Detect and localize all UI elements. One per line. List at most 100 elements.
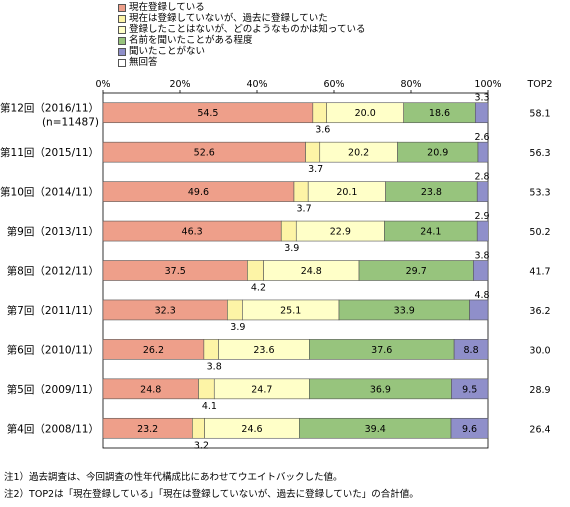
category-label: 第11回（2015/11） (0, 146, 99, 159)
top2-value: 53.3 (529, 188, 550, 199)
data-label: 9.6 (462, 424, 477, 435)
legend-swatch (118, 14, 126, 23)
data-label: 3.9 (284, 243, 299, 254)
data-label: 22.9 (330, 227, 351, 238)
bar-segment (473, 260, 489, 281)
category-label: 第9回（2013/11） (7, 225, 99, 238)
legend-label: 名前を聞いたことがある程度 (129, 35, 253, 46)
category-label: 第12回（2016/11） (0, 102, 99, 115)
data-label: 4.2 (251, 283, 266, 294)
legend-swatch (118, 3, 126, 12)
legend-item: 登録したことはないが、どのようなものかは知っている (118, 24, 365, 35)
data-label: 24.8 (301, 266, 322, 277)
data-label: 3.2 (194, 440, 209, 451)
data-label: 36.9 (370, 384, 391, 395)
legend-label: 聞いたことがない (129, 46, 206, 57)
data-label: 4.1 (202, 401, 217, 412)
category-label: 第4回（2008/11） (7, 422, 99, 435)
data-label: 4.8 (474, 290, 489, 301)
data-label: 49.6 (188, 187, 209, 198)
data-label: 24.1 (420, 227, 441, 238)
x-tick-label: 20% (169, 79, 190, 90)
data-label: 2.8 (474, 172, 489, 183)
data-label: 24.7 (251, 384, 272, 395)
legend-swatch (118, 58, 126, 67)
data-label: 24.6 (241, 424, 262, 435)
data-label: 9.5 (462, 384, 477, 395)
legend-item: 現在は登録していないが、過去に登録していた (118, 13, 365, 24)
data-label: 2.9 (474, 211, 489, 222)
legend-item: 無回答 (118, 57, 365, 68)
category-label: 第8回（2012/11） (7, 265, 99, 278)
category-label: 第5回（2009/11） (7, 383, 99, 396)
top2-value: 50.2 (529, 227, 550, 238)
data-label: 37.5 (165, 266, 186, 277)
top2-value: 36.2 (529, 306, 550, 317)
data-label: 25.1 (280, 305, 301, 316)
data-label: 32.3 (155, 305, 176, 316)
top2-value: 58.1 (529, 109, 550, 120)
footnote-2: 注2）TOP2は「現在登録している」「現在は登録していないが、過去に登録していた… (4, 489, 419, 500)
top2-value: 30.0 (529, 345, 550, 356)
legend: 現在登録している 現在は登録していないが、過去に登録していた 登録したことはないが、… (118, 2, 365, 68)
category-label: 第10回（2014/11） (0, 186, 99, 199)
bar-segment (247, 260, 264, 281)
data-label: 54.5 (197, 108, 218, 119)
data-label: 24.8 (140, 384, 161, 395)
bar-segment (280, 220, 297, 242)
legend-label: 現在登録している (129, 2, 205, 13)
bar-segment (203, 339, 219, 360)
footnote-1: 注1）過去調査は、今回調査の性年代構成比にあわせてウエイトバックした値。 (4, 472, 343, 483)
bar-segment (451, 378, 489, 400)
data-label: 20.9 (427, 148, 448, 159)
bar-segment (192, 417, 205, 439)
bar-segment (474, 102, 489, 124)
data-label: 18.6 (429, 108, 450, 119)
data-label: 37.6 (371, 345, 392, 356)
top2-value: 26.4 (529, 424, 550, 435)
category-sublabel: (n=11487) (42, 117, 99, 129)
data-label: 23.8 (421, 187, 442, 198)
data-label: 3.7 (297, 204, 312, 215)
data-label: 20.2 (348, 148, 369, 159)
bar-segment (227, 299, 243, 321)
legend-label: 現在は登録していないが、過去に登録していた (129, 13, 328, 24)
bar-segment (476, 181, 489, 202)
legend-swatch (118, 47, 126, 56)
legend-swatch (118, 25, 126, 34)
top2-value: 28.9 (529, 385, 550, 396)
top2-value: 41.7 (529, 267, 550, 278)
legend-item: 名前を聞いたことがある程度 (118, 35, 365, 46)
data-label: 8.8 (464, 345, 479, 356)
bar-segment (293, 181, 309, 202)
x-tick-label: 40% (246, 79, 267, 90)
x-tick-label: 60% (323, 79, 344, 90)
x-tick-label: 100% (474, 79, 501, 90)
bar-segment (312, 102, 327, 124)
top2-header: TOP2 (526, 79, 552, 90)
category-label: 第7回（2011/11） (7, 304, 99, 317)
legend-label: 無回答 (129, 57, 158, 68)
legend-swatch (118, 36, 126, 45)
data-label: 26.2 (143, 345, 164, 356)
data-label: 23.6 (253, 345, 274, 356)
data-label: 3.7 (308, 164, 323, 175)
data-label: 39.4 (365, 424, 386, 435)
data-label: 3.3 (474, 93, 489, 104)
x-tick-label: 80% (400, 79, 421, 90)
data-label: 3.8 (207, 361, 222, 372)
data-label: 20.1 (336, 187, 357, 198)
data-label: 29.7 (406, 266, 427, 277)
bar-segment (450, 417, 489, 439)
data-label: 3.8 (474, 251, 489, 262)
x-tick-label: 0% (95, 79, 110, 90)
data-label: 3.9 (230, 322, 245, 333)
data-label: 20.0 (355, 108, 376, 119)
bar-segment (477, 141, 489, 163)
data-label: 46.3 (182, 227, 203, 238)
data-label: 52.6 (194, 148, 215, 159)
legend-label: 登録したことはないが、どのようなものかは知っている (129, 24, 366, 35)
top2-value: 56.3 (529, 148, 550, 159)
legend-item: 現在登録している (118, 2, 365, 13)
data-label: 3.6 (315, 125, 330, 136)
